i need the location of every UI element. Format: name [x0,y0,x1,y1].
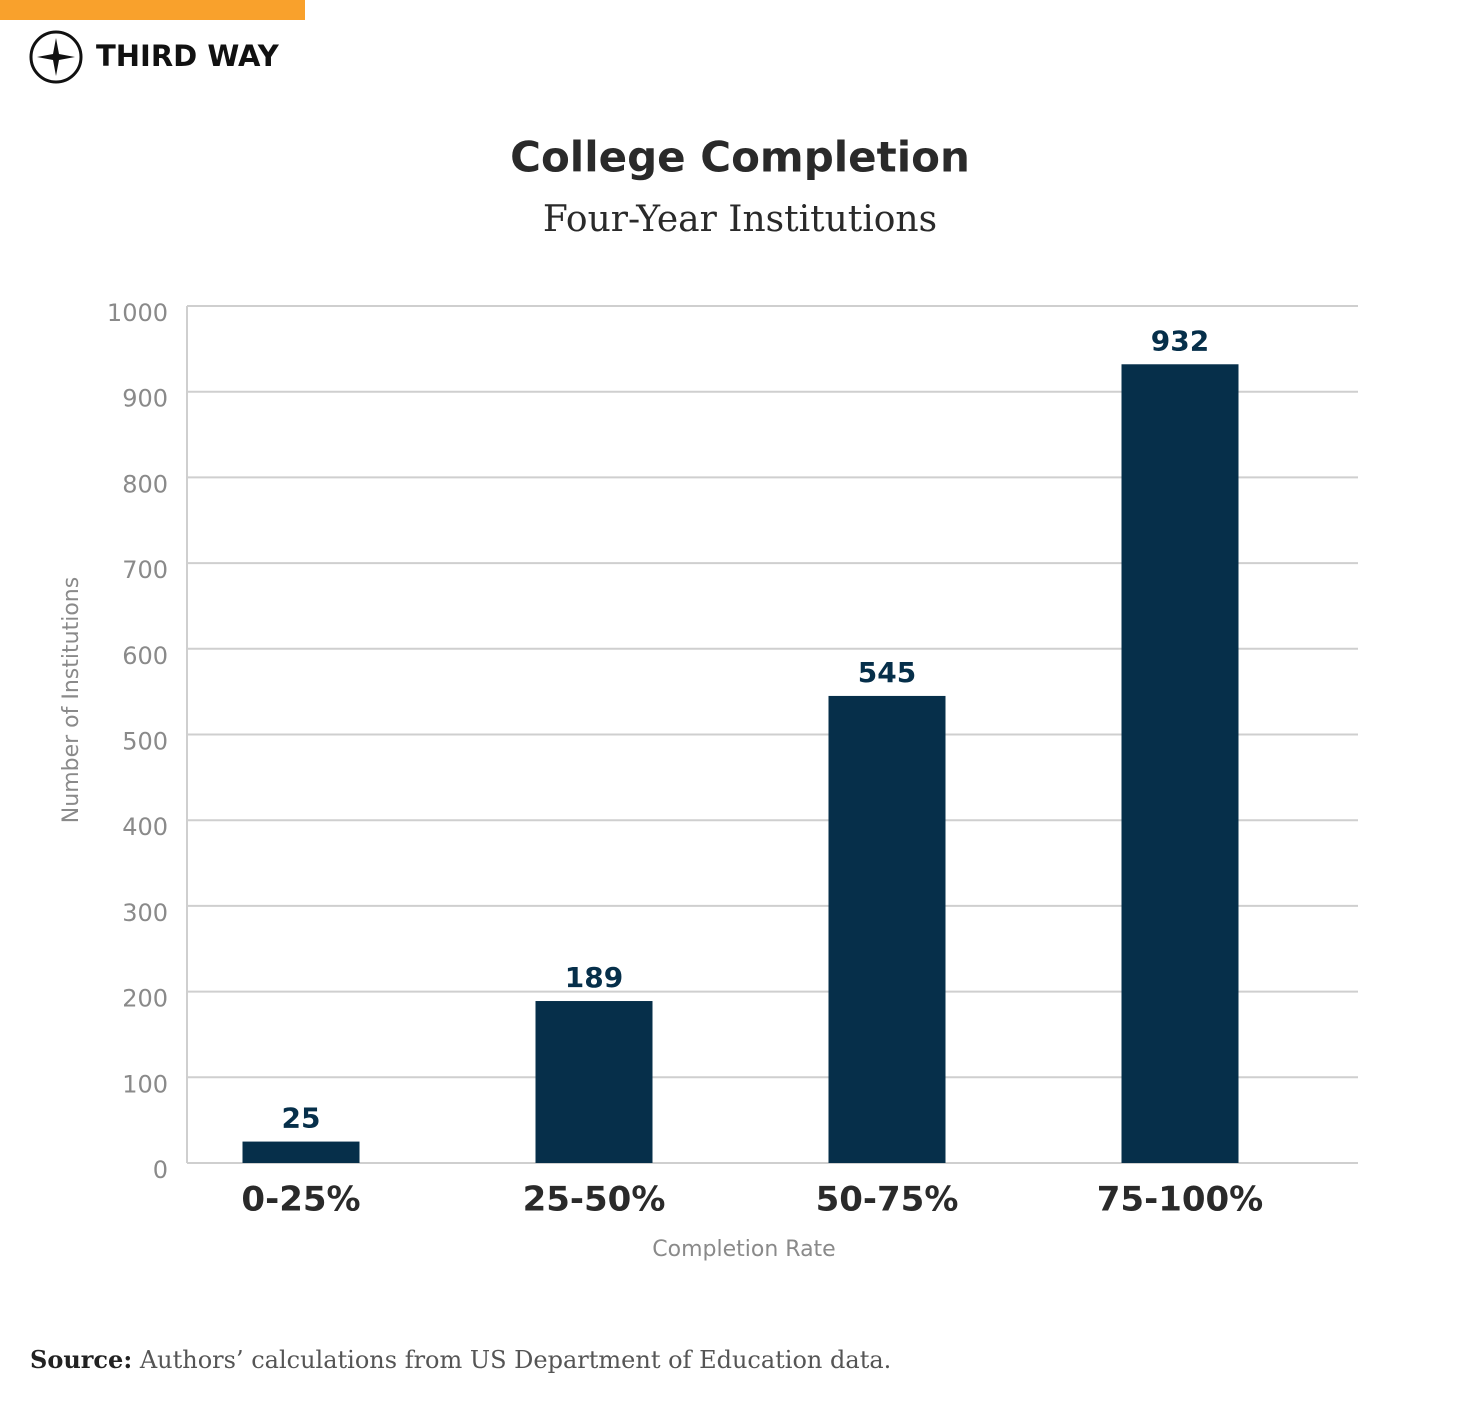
y-tick-label: 400 [122,813,168,841]
bar [242,1141,360,1163]
x-tick-label: 0-25% [241,1180,360,1220]
y-tick-label: 700 [122,556,168,584]
y-tick-label: 800 [122,470,168,498]
logo-text: THIRD WAY [96,39,280,73]
data-label: 189 [565,961,623,994]
data-label: 932 [1151,324,1209,357]
y-axis-label: Number of Institutions [59,577,84,823]
data-label: 545 [858,656,916,689]
logo-icon [29,30,83,84]
chart-subtitle: Four-Year Institutions [543,199,937,240]
y-tick-label: 500 [122,728,168,756]
chart-title: College Completion [510,133,970,182]
y-tick-label: 1000 [107,299,168,327]
y-tick-label: 0 [153,1156,168,1184]
source-label: Source: [30,1345,132,1374]
bar [535,1001,653,1163]
bar [828,695,946,1163]
y-tick-label: 600 [122,642,168,670]
data-label: 25 [282,1102,321,1135]
source-note: Source: Authors’ calculations from US De… [30,1345,891,1374]
y-tick-label: 300 [122,899,168,927]
y-tick-label: 100 [122,1070,168,1098]
y-tick-label: 900 [122,385,168,413]
x-tick-label: 75-100% [1097,1180,1263,1220]
bar [1121,364,1239,1163]
source-text: Authors’ calculations from US Department… [139,1346,891,1374]
accent-bar [0,0,305,20]
x-tick-label: 50-75% [816,1180,959,1220]
x-axis-label: Completion Rate [652,1237,835,1262]
y-tick-label: 200 [122,985,168,1013]
x-tick-label: 25-50% [523,1180,666,1220]
